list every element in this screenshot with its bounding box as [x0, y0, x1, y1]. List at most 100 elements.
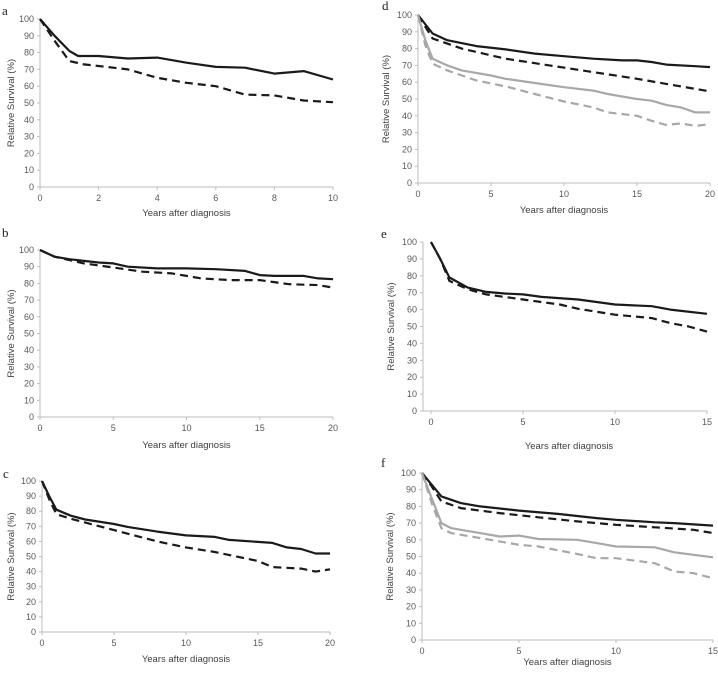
y-tick-label: 50	[407, 322, 417, 332]
y-tick-label: 10	[407, 389, 417, 399]
x-tick-label: 8	[272, 193, 277, 203]
y-tick-label: 30	[24, 132, 34, 142]
y-tick-label: 90	[24, 31, 34, 41]
x-axis-title: Years after diagnosis	[523, 657, 612, 668]
y-tick-label: 40	[402, 111, 412, 121]
y-tick-label: 20	[407, 372, 417, 382]
panel-letter: b	[2, 225, 9, 240]
y-tick-label: 20	[406, 602, 416, 612]
x-tick-label: 10	[559, 189, 569, 199]
x-tick-label: 0	[428, 417, 433, 427]
x-tick-label: 0	[419, 646, 424, 656]
y-tick-label: 70	[407, 288, 417, 298]
panel-letter: c	[3, 466, 9, 481]
y-tick-label: 100	[397, 10, 412, 20]
x-tick-label: 10	[181, 423, 191, 433]
panel-letter: d	[382, 0, 389, 13]
y-tick-label: 90	[406, 485, 416, 495]
y-tick-label: 70	[26, 521, 36, 531]
y-tick-label: 70	[24, 64, 34, 74]
y-tick-label: 10	[24, 165, 34, 175]
y-tick-label: 80	[24, 278, 34, 288]
y-axis-title: Relative Survival (%)	[6, 59, 17, 147]
panel-letter: a	[2, 3, 8, 18]
y-tick-label: 30	[24, 362, 34, 372]
x-tick-label: 5	[111, 638, 116, 648]
series-solid-black	[39, 249, 334, 281]
x-tick-label: 15	[702, 417, 712, 427]
x-tick-label: 15	[255, 423, 265, 433]
panel-a: a 0 10 20 30 40 50 60 70 80 90 100 0 2 4 6 8 10 Years afte…	[2, 3, 338, 219]
y-tick-label: 10	[24, 395, 34, 405]
series-dashed-black	[417, 14, 711, 93]
panel-d: d 0 10 20 30 40 50 60 70 80 90 100 0 5 10 15 20 Years aft…	[381, 0, 715, 216]
y-tick-label: 100	[19, 245, 34, 255]
y-tick-label: 60	[402, 77, 412, 87]
y-tick-label: 70	[24, 295, 34, 305]
x-tick-label: 5	[520, 417, 525, 427]
y-tick-label: 60	[26, 536, 36, 546]
y-tick-label: 80	[407, 271, 417, 281]
series-solid-gray	[416, 14, 710, 114]
y-tick-label: 40	[24, 115, 34, 125]
y-tick-label: 40	[406, 568, 416, 578]
y-tick-label: 70	[402, 60, 412, 70]
y-tick-label: 100	[21, 476, 36, 486]
x-tick-label: 4	[155, 193, 160, 203]
y-tick-label: 40	[407, 338, 417, 348]
x-tick-label: 20	[705, 189, 715, 199]
x-tick-label: 10	[328, 193, 338, 203]
x-tick-label: 5	[516, 646, 521, 656]
x-tick-label: 0	[415, 189, 420, 199]
x-axis-title: Years after diagnosis	[142, 654, 231, 665]
series-solid-black	[417, 14, 711, 69]
series-dashed-gray	[416, 14, 711, 128]
panel-b: b 0 10 20 30 40 50 60 70 80 90 100 0 5 10 15 20 Years aft…	[2, 225, 338, 451]
panel-c: c 0 10 20 30 40 50 60 70 80 90 100 0 5 10 15 20 Years aft…	[3, 466, 335, 665]
y-tick-label: 50	[24, 98, 34, 108]
y-tick-label: 40	[26, 567, 36, 577]
y-tick-label: 20	[24, 379, 34, 389]
y-tick-label: 30	[26, 582, 36, 592]
series-solid-black	[41, 480, 330, 555]
series-dashed-black	[421, 472, 714, 535]
x-tick-label: 15	[253, 638, 263, 648]
y-axis-title: Relative Survival (%)	[381, 55, 392, 143]
series-solid-black	[39, 18, 334, 81]
panel-e: e 0 10 20 30 40 50 60 70 80 90 100 0 5 10 15 Years after…	[381, 226, 712, 452]
x-tick-label: 0	[37, 193, 42, 203]
x-tick-label: 10	[181, 638, 191, 648]
y-tick-label: 10	[402, 161, 412, 171]
y-tick-label: 90	[24, 262, 34, 272]
y-axis-title: Relative Survival (%)	[386, 282, 397, 370]
y-tick-label: 60	[24, 312, 34, 322]
x-tick-label: 10	[611, 646, 621, 656]
y-axis-title: Relative Survival (%)	[6, 512, 17, 600]
x-axis-title: Years after diagnosis	[142, 208, 231, 219]
panel-f: f 0 10 20 30 40 50 60 70 80 90 100 0 5 10 15 Years after…	[381, 455, 718, 668]
y-tick-label: 0	[29, 412, 34, 422]
series-dashed-black	[39, 249, 334, 289]
y-tick-label: 10	[26, 612, 36, 622]
x-axis-title: Years after diagnosis	[142, 440, 231, 451]
y-tick-label: 60	[407, 305, 417, 315]
y-tick-label: 40	[24, 345, 34, 355]
series-dashed-black	[430, 241, 708, 333]
y-tick-label: 0	[407, 178, 412, 188]
x-axis-title: Years after diagnosis	[525, 441, 614, 452]
series-solid-gray	[420, 472, 714, 559]
y-tick-label: 90	[402, 27, 412, 37]
y-axis-title: Relative Survival (%)	[385, 512, 396, 600]
y-tick-label: 90	[407, 254, 417, 264]
x-tick-label: 0	[37, 423, 42, 433]
y-tick-label: 10	[406, 618, 416, 628]
series-dashed-black	[39, 18, 334, 104]
panel-letter: f	[381, 455, 386, 470]
series-solid-black	[421, 472, 714, 527]
y-tick-label: 0	[31, 627, 36, 637]
series-dashed-black	[40, 480, 331, 573]
x-tick-label: 2	[96, 193, 101, 203]
y-axis-title: Relative Survival (%)	[6, 289, 17, 377]
y-tick-label: 20	[402, 144, 412, 154]
